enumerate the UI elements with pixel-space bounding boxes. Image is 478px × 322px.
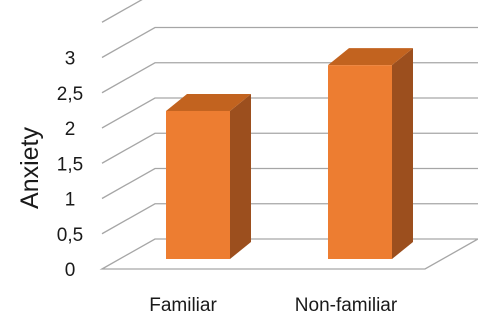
y-tick-labels: 0 0,5 1 1,5 2 2,5 3 (57, 49, 83, 282)
gridline (101, 167, 478, 200)
x-category-label: Familiar (149, 295, 217, 316)
y-tick-label: 0,5 (57, 225, 83, 246)
x-category-labels: Familiar Non-familiar (149, 295, 398, 316)
gridline (101, 97, 478, 129)
bar-non-familiar (328, 48, 413, 259)
bar-front-face (166, 110, 230, 259)
y-tick-label: 2 (65, 119, 76, 140)
gridline (101, 0, 143, 23)
y-tick-label: 0 (65, 260, 76, 281)
gridline (101, 26, 478, 59)
gridline (101, 132, 478, 164)
y-tick-label: 1,5 (57, 154, 83, 175)
bar-top-face (166, 93, 251, 111)
gridline (101, 203, 478, 235)
gridlines (99, 0, 478, 270)
bar-familiar (166, 93, 251, 259)
bar-front-face (328, 65, 392, 259)
y-axis-title: Anxiety (16, 127, 44, 209)
x-category-label: Non-familiar (295, 295, 398, 316)
bars (166, 48, 413, 259)
bar-side-face (392, 48, 413, 259)
y-tick-label: 3 (65, 49, 76, 70)
gridline (99, 238, 478, 270)
y-tick-label: 1 (65, 190, 76, 211)
bar-top-face (328, 48, 413, 66)
bar-side-face (230, 93, 251, 259)
gridline (101, 62, 478, 94)
y-tick-label: 2,5 (57, 84, 83, 105)
